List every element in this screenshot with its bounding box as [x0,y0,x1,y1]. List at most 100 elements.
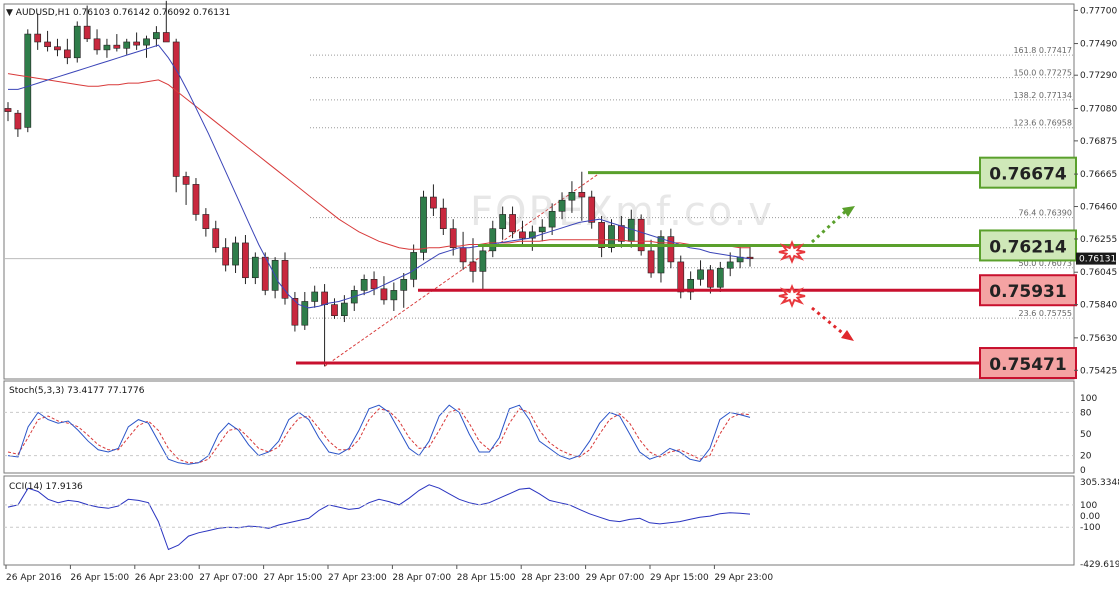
candle-body [509,214,516,233]
candle-body [578,191,586,198]
fib-level-percent: 161.8 [1013,46,1036,55]
time-tick-label: 28 Apr 15:00 [457,573,516,583]
candle-body [281,260,289,299]
candle-body [558,199,566,212]
candle-body [439,207,447,229]
candle-body [449,228,457,248]
candle-body [192,184,200,215]
candle-body [73,25,81,59]
support-level-box [979,274,1077,307]
time-tick-label: 27 Apr 15:00 [264,573,323,583]
candle-body [697,269,704,280]
breakdown-burst-icon [778,284,806,308]
candle-body [321,291,328,305]
time-tick-label: 29 Apr 23:00 [714,573,773,583]
cci-tick-label: 100 [1080,501,1097,511]
candle-body [430,196,437,209]
candle-body [63,49,71,59]
price-tick-label: 0.75425 [1080,366,1117,376]
candle-body [707,269,714,288]
resistance-level-box [979,156,1077,189]
candle-body [123,41,131,49]
time-tick-label: 26 Apr 15:00 [70,573,129,583]
candle-body [153,32,160,40]
time-tick-label: 28 Apr 07:00 [392,573,451,583]
candle-body [608,225,615,248]
cci-tick-label: 305.3348 [1080,478,1119,488]
fib-level-label: 23.6 0.75755 [1019,309,1072,318]
candle-body [469,261,477,272]
candle-body [459,247,467,263]
stoch-main-line [7,404,751,465]
candle-body [212,228,220,248]
price-tick-label: 0.76045 [1080,268,1117,278]
support-level-box [979,347,1077,380]
candle-body [34,33,42,43]
bullish-arrow-head-icon [842,206,855,217]
candle-body [548,210,556,228]
price-tick-label: 0.77290 [1080,71,1117,81]
candle-body [222,247,230,266]
candle-body [380,288,388,301]
candle-body [54,46,61,51]
fib-trendline [324,171,602,367]
candle-body [618,225,625,242]
candle-body [538,226,546,233]
fib-level-price: 0.76958 [1039,119,1072,128]
cci-tick-label: 0.00 [1080,512,1100,522]
candle-body [479,250,487,272]
time-tick-label: 26 Apr 23:00 [135,573,194,583]
candle-body [301,301,309,326]
candle-body [568,191,576,201]
time-tick-label: 27 Apr 23:00 [328,573,387,583]
stoch-tick-label: 20 [1080,452,1092,462]
candle-body [637,218,645,252]
candle-body [232,242,239,266]
time-tick-label: 29 Apr 07:00 [586,573,645,583]
fib-level-price: 0.76390 [1039,209,1072,218]
fib-level-percent: 76.4 [1019,209,1037,218]
main-panel-frame [3,3,1075,380]
candle-body [103,44,111,51]
resistance-level-box [979,229,1077,262]
price-tick-label: 0.76460 [1080,203,1117,213]
support-level-price: 0.75471 [989,355,1066,375]
bearish-arrow-head-icon [841,330,854,341]
time-tick-label: 27 Apr 07:00 [199,573,258,583]
candle-body [400,279,408,291]
cci-line [7,484,751,551]
current-price-badge [1076,252,1116,265]
fib-level-percent: 123.6 [1013,119,1036,128]
cci-label: CCI(14) 17.9136 [9,482,83,492]
candle-body [162,32,170,43]
candle-body [113,44,121,49]
price-tick-label: 0.75630 [1080,334,1117,344]
candle-body [420,196,427,253]
candle-body [341,302,348,317]
fib-level-price: 0.77417 [1039,46,1072,55]
fib-level-percent: 138.2 [1013,91,1036,100]
fib-level-percent: 150.0 [1013,69,1036,78]
breakout-burst-icon [778,240,806,264]
candle-body [182,176,190,185]
fib-level-percent: 23.6 [1019,309,1037,318]
candle-body [370,279,378,290]
fib-level-price: 0.76073 [1039,259,1072,268]
fast-moving-average [8,44,751,309]
candle-body [311,291,319,302]
fib-level-label: 123.6 0.76958 [1013,119,1072,128]
candle-body [331,304,338,317]
candle-body [291,298,299,326]
candle-body [93,38,101,51]
resistance-level-price: 0.76674 [989,165,1067,185]
candle-body [261,256,269,291]
fib-level-price: 0.75755 [1039,309,1072,318]
bearish-arrow-line [811,306,846,337]
stoch-panel-frame [3,380,1075,474]
fib-level-label: 150.0 0.77275 [1013,69,1072,78]
candle-body [499,214,507,229]
candle-body [14,112,22,130]
slow-moving-average [7,73,750,250]
candle-body [202,214,210,229]
candle-body [667,236,675,263]
